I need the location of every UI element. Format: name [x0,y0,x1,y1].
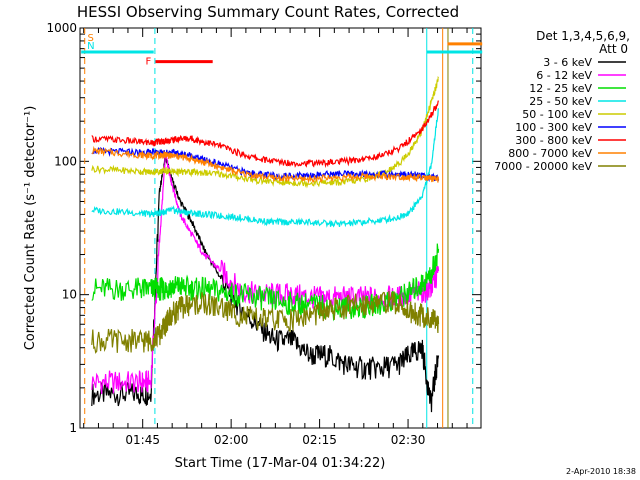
detector-info-line-1: Det 1,3,4,5,6,9, [536,29,630,43]
series-line-8 [91,145,440,184]
legend-label-5: 50 - 100 keV [522,108,592,121]
y-tick-label: 100 [54,154,77,168]
footer-timestamp: 2-Apr-2010 18:38 [566,467,636,476]
x-tick-label: 02:15 [302,433,337,447]
y-tick-label: 10 [62,288,77,302]
legend-label-9: 7000 - 20000 keV [494,160,592,173]
detector-info-line-2: Att 0 [599,42,628,56]
series-lines [91,75,440,413]
flag-label-S: S [88,33,94,44]
series-line-3 [91,243,440,322]
flag-label-N: N [87,41,94,52]
x-tick-label: 01:45 [125,433,160,447]
x-tick-label: 02:30 [391,433,426,447]
series-line-1 [91,153,440,413]
x-tick-label: 02:00 [214,433,249,447]
plot-frame [79,27,482,429]
y-axis-label: Corrected Count Rate (s⁻¹ detector⁻¹) [23,106,38,351]
legend-label-2: 6 - 12 keV [536,69,592,82]
series-line-4 [91,108,440,228]
series-line-5 [91,75,440,189]
legend-label-1: 3 - 6 keV [543,56,592,69]
axes: 1 10 100 1000 01:45 02:00 02:15 02:30 [46,21,481,447]
y-tick-label: 1000 [46,21,77,35]
legend-label-7: 300 - 800 keV [515,134,592,147]
flag-label-F: F [145,57,151,68]
legend-label-6: 100 - 300 keV [515,121,592,134]
series-line-7 [91,100,440,169]
legend-label-8: 800 - 7000 keV [508,147,592,160]
series-line-9 [91,290,440,354]
x-axis-label: Start Time (17-Mar-04 01:34:22) [175,456,386,471]
flag-bars: SN F [81,28,483,428]
legend-label-3: 12 - 25 keV [529,82,592,95]
y-tick-label: 1 [69,421,77,435]
chart-title: HESSI Observing Summary Count Rates, Cor… [77,3,459,21]
legend-label-4: 25 - 50 keV [529,95,592,108]
